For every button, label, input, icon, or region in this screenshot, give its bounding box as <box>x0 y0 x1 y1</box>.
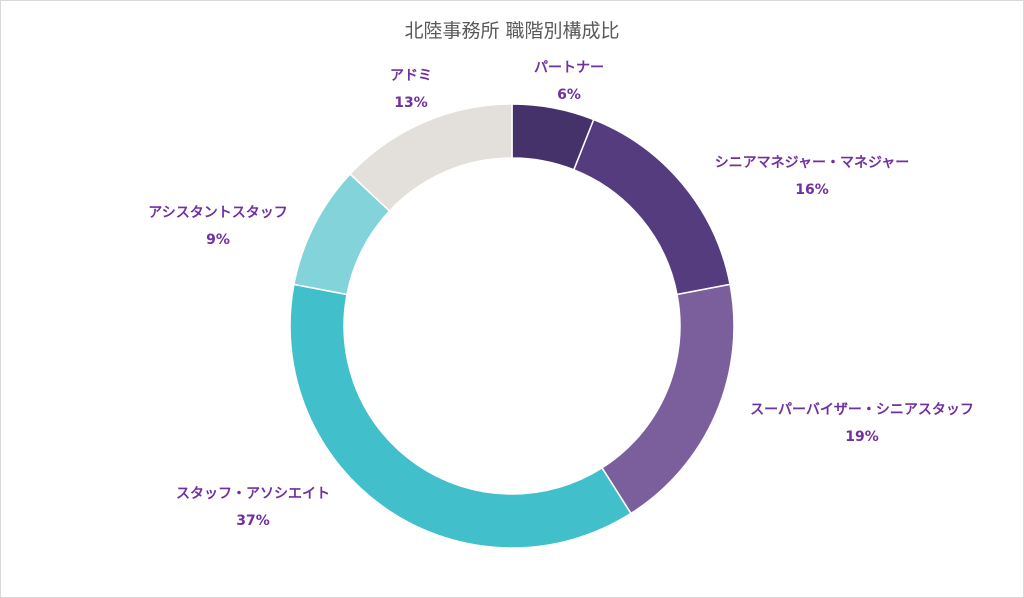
slice-label-5: アシスタントスタッフ <box>148 205 287 221</box>
slice-label-1: パートナー <box>534 60 604 76</box>
slice-value-label-3: 19% <box>845 429 879 445</box>
slice-value-label-1: 6% <box>557 87 581 103</box>
slices-group <box>289 103 735 549</box>
slice-value-label-4: 37% <box>236 513 270 529</box>
slice-value-label-2: 16% <box>795 182 829 198</box>
donut-slice-6 <box>349 103 513 213</box>
slice-label-6: アドミ <box>390 68 432 84</box>
donut-slice-4 <box>289 283 632 549</box>
slice-label-2: シニアマネジャー・マネジャー <box>715 155 910 171</box>
donut-slice-2 <box>572 118 731 296</box>
slice-value-label-6: 13% <box>394 95 428 111</box>
slice-label-4: スタッフ・アソシエイト <box>176 486 330 502</box>
labels-group: パートナー 6% シニアマネジャー・マネジャー 16% スーパーバイザー・シニアスタッフ… <box>148 60 974 529</box>
slice-value-label-5: 9% <box>206 232 230 248</box>
slice-label-3: スーパーバイザー・シニアスタッフ <box>750 402 974 418</box>
donut-slice-3 <box>600 283 735 515</box>
chart-title: 北陸事務所 職階別構成比 <box>404 20 619 42</box>
